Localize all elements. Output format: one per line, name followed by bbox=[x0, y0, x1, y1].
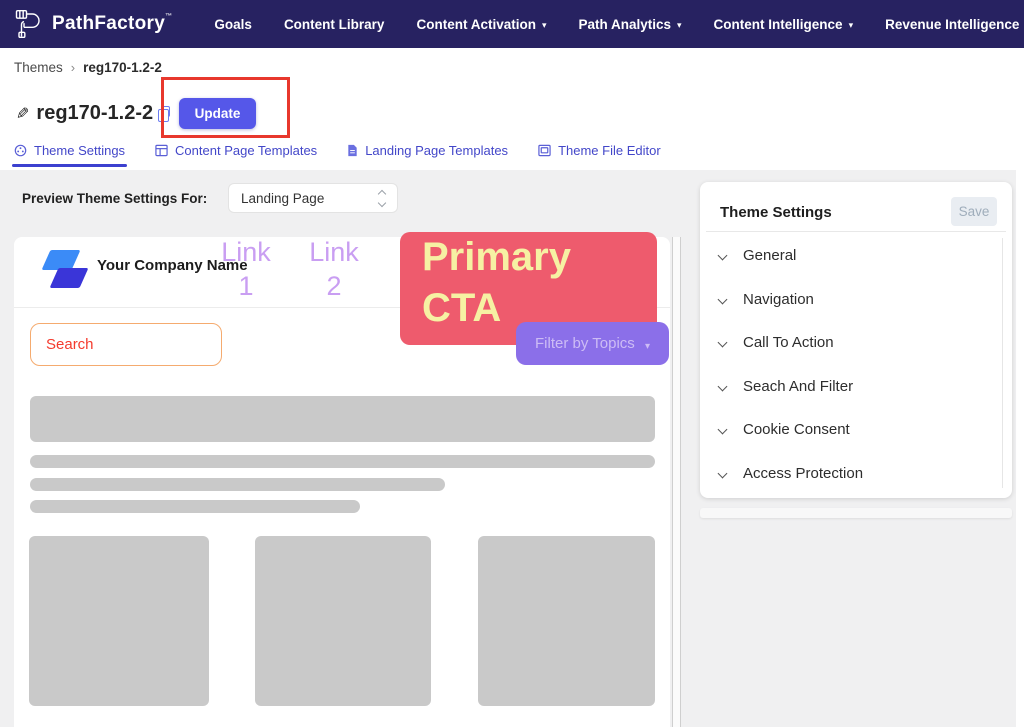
nav-item-path-analytics[interactable]: Path Analytics ▾ bbox=[578, 16, 682, 32]
landing-page-templates-tab-icon bbox=[347, 144, 358, 157]
main-content-area: Preview Theme Settings For: Landing Page… bbox=[0, 170, 1016, 727]
caret-down-icon: ▾ bbox=[644, 341, 650, 352]
placeholder-content-card bbox=[478, 536, 655, 706]
breadcrumb-separator: › bbox=[70, 60, 76, 75]
preview-search-box[interactable] bbox=[30, 323, 222, 366]
placeholder-content-card bbox=[255, 536, 431, 706]
theme-settings-panel: Theme Settings Save General Navigation C… bbox=[700, 182, 1012, 498]
preview-settings-label: Preview Theme Settings For: bbox=[22, 191, 208, 206]
breadcrumb: Themes › reg170-1.2-2 bbox=[14, 60, 162, 75]
filter-by-topics-button[interactable]: Filter by Topics ▾ bbox=[516, 322, 669, 365]
content-page-templates-tab-icon bbox=[155, 144, 168, 157]
section-navigation[interactable]: Navigation bbox=[700, 278, 1000, 322]
section-access-protection[interactable]: Access Protection bbox=[700, 452, 1000, 496]
tab-theme-settings[interactable]: Theme Settings bbox=[11, 143, 128, 167]
panel-scrollbar[interactable] bbox=[1002, 238, 1003, 488]
placeholder-text-line bbox=[30, 455, 655, 468]
preview-scrollbar[interactable] bbox=[672, 237, 681, 727]
company-name: Your Company Name bbox=[97, 257, 248, 274]
select-value: Landing Page bbox=[241, 190, 325, 206]
chevron-down-icon bbox=[717, 337, 728, 348]
chevron-down-icon bbox=[717, 424, 728, 435]
placeholder-content-card bbox=[29, 536, 209, 706]
tab-theme-file-editor[interactable]: Theme File Editor bbox=[538, 143, 661, 167]
copy-icon[interactable] bbox=[158, 106, 171, 122]
breadcrumb-themes-link[interactable]: Themes bbox=[14, 60, 63, 75]
theme-tabs: Theme Settings Content Page Templates La… bbox=[11, 143, 661, 167]
placeholder-text-line bbox=[30, 500, 360, 513]
preview-target-select[interactable]: Landing Page bbox=[228, 183, 398, 213]
landing-page-preview: Your Company Name Link 1 Link 2 Primary … bbox=[14, 232, 670, 727]
panel-section-list: General Navigation Call To Action Seach … bbox=[700, 234, 1000, 495]
save-button[interactable]: Save bbox=[951, 197, 997, 226]
select-updown-icon bbox=[377, 189, 387, 207]
nav-item-content-intelligence[interactable]: Content Intelligence ▾ bbox=[713, 16, 854, 32]
theme-settings-tab-icon bbox=[14, 144, 27, 157]
pathfactory-logo-icon bbox=[14, 8, 44, 40]
page-title-row: ✎ reg170-1.2-2 bbox=[16, 102, 171, 125]
brand-wordmark: PathFactory™ bbox=[52, 13, 173, 34]
chevron-down-icon bbox=[717, 381, 728, 392]
search-input[interactable] bbox=[46, 336, 206, 353]
preview-nav-link-1[interactable]: Link 1 bbox=[221, 237, 271, 301]
nav-item-content-activation[interactable]: Content Activation ▾ bbox=[416, 16, 547, 32]
placeholder-text-line bbox=[30, 478, 445, 491]
panel-title: Theme Settings bbox=[720, 204, 832, 221]
page-title: reg170-1.2-2 bbox=[36, 102, 154, 124]
panel-shadow-strip bbox=[700, 508, 1012, 518]
section-search-and-filter[interactable]: Seach And Filter bbox=[700, 365, 1000, 409]
tab-landing-page-templates[interactable]: Landing Page Templates bbox=[347, 143, 508, 167]
company-logo-icon bbox=[38, 248, 90, 296]
nav-item-revenue-intelligence[interactable]: Revenue Intelligence bbox=[885, 16, 1020, 32]
panel-divider bbox=[706, 231, 1006, 232]
section-general[interactable]: General bbox=[700, 234, 1000, 278]
pathfactory-logo[interactable]: PathFactory™ bbox=[14, 8, 172, 40]
placeholder-hero-bar bbox=[30, 396, 655, 442]
section-call-to-action[interactable]: Call To Action bbox=[700, 321, 1000, 365]
caret-down-icon: ▾ bbox=[848, 19, 854, 30]
tab-content-page-templates[interactable]: Content Page Templates bbox=[155, 143, 317, 167]
preview-nav-link-2[interactable]: Link 2 bbox=[309, 237, 359, 301]
breadcrumb-current: reg170-1.2-2 bbox=[83, 60, 162, 75]
preview-header-divider bbox=[14, 307, 670, 308]
theme-file-editor-tab-icon bbox=[538, 144, 551, 157]
nav-item-content-library[interactable]: Content Library bbox=[283, 16, 385, 32]
caret-down-icon: ▾ bbox=[677, 19, 682, 30]
navbar-menu: Goals Content Library Content Activation… bbox=[214, 16, 1024, 33]
trademark-symbol: ™ bbox=[165, 13, 173, 20]
update-button[interactable]: Update bbox=[179, 98, 256, 129]
preview-header: Your Company Name Link 1 Link 2 bbox=[14, 237, 670, 307]
edit-pencil-icon[interactable]: ✎ bbox=[16, 105, 30, 123]
top-navbar: PathFactory™ Goals Content Library Conte… bbox=[0, 0, 1024, 48]
section-cookie-consent[interactable]: Cookie Consent bbox=[700, 408, 1000, 452]
chevron-down-icon bbox=[717, 250, 728, 261]
chevron-down-icon bbox=[717, 468, 728, 479]
chevron-down-icon bbox=[717, 294, 728, 305]
caret-down-icon: ▾ bbox=[541, 19, 547, 30]
nav-item-goals[interactable]: Goals bbox=[214, 16, 252, 32]
